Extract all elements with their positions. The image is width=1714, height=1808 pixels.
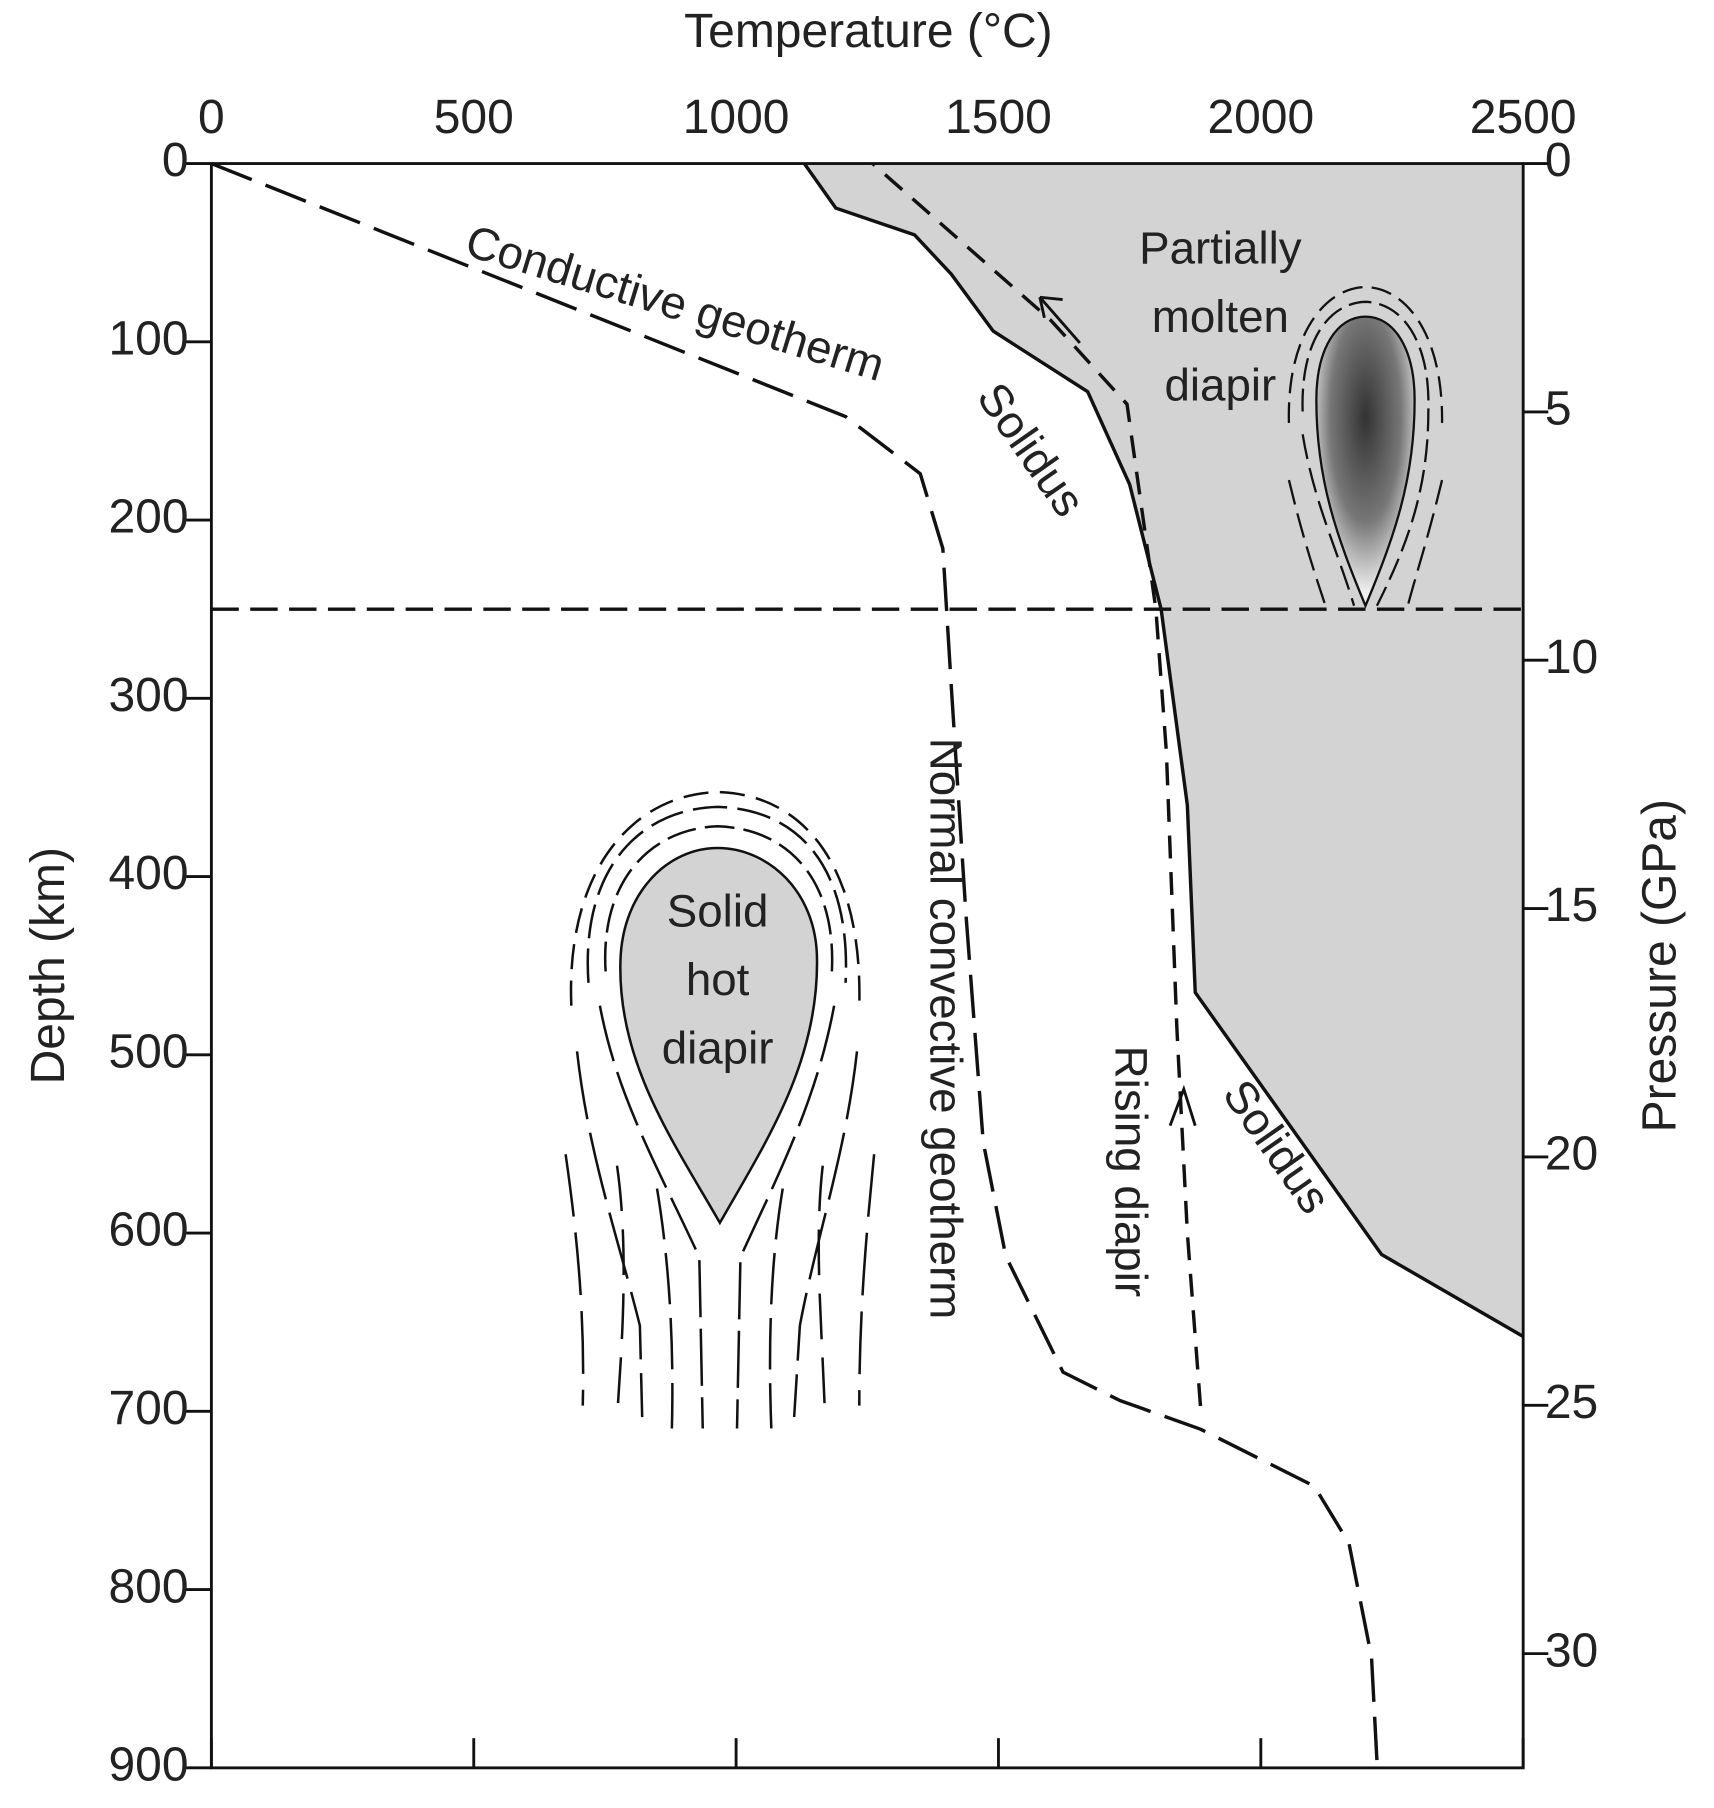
y2-tick-label: 25 bbox=[1545, 1376, 1598, 1429]
x-tick-label: 2500 bbox=[1470, 91, 1577, 144]
y2-tick-label: 10 bbox=[1545, 631, 1598, 684]
x-tick-label: 1000 bbox=[683, 91, 790, 144]
y-tick-label: 300 bbox=[108, 669, 188, 722]
annotation: Conductive geotherm bbox=[460, 215, 890, 391]
diapir-strand bbox=[817, 1165, 827, 1418]
x-tick-label: 500 bbox=[434, 91, 514, 144]
y-axis-title: Depth (km) bbox=[22, 847, 75, 1084]
annotation: Solid bbox=[667, 885, 769, 936]
diapir-strand bbox=[1406, 479, 1444, 607]
y2-tick-label: 0 bbox=[1545, 134, 1572, 187]
annotation: Rising diapir bbox=[1106, 1046, 1157, 1297]
diapir-strand bbox=[615, 1165, 625, 1418]
diapir-strand bbox=[575, 1051, 644, 1418]
y-tick-label: 0 bbox=[162, 134, 189, 187]
diapir-strand bbox=[655, 1188, 674, 1429]
plot-frame bbox=[209, 162, 1525, 1770]
diapir-strand bbox=[792, 1051, 859, 1418]
arrow-head bbox=[1038, 295, 1081, 344]
x-tick-label: 0 bbox=[198, 91, 225, 144]
diapir-halo bbox=[586, 805, 848, 983]
y-tick-label: 400 bbox=[108, 847, 188, 900]
y-tick-label: 700 bbox=[108, 1382, 188, 1435]
y-tick-label: 100 bbox=[108, 312, 188, 365]
annotation: Solidus bbox=[967, 374, 1095, 526]
annotation: diapir bbox=[1164, 360, 1276, 411]
x-tick-label: 1500 bbox=[945, 91, 1052, 144]
annotation: molten bbox=[1152, 291, 1289, 342]
x-axis-title: Temperature (°C) bbox=[684, 5, 1053, 58]
y-tick-label: 900 bbox=[108, 1739, 188, 1792]
annotation: Normal convective geotherm bbox=[921, 738, 972, 1320]
diapir-strand bbox=[564, 1154, 585, 1406]
arrows bbox=[1038, 295, 1197, 1127]
y-tick-label: 200 bbox=[108, 491, 188, 544]
arrow-head bbox=[1168, 1084, 1197, 1127]
y2-tick-label: 5 bbox=[1545, 383, 1572, 436]
annotation: hot bbox=[686, 954, 750, 1005]
molten-diapir-drawing bbox=[1287, 285, 1444, 609]
diapir-halo bbox=[569, 790, 861, 1006]
y2-tick-label: 15 bbox=[1545, 879, 1598, 932]
y2-tick-label: 20 bbox=[1545, 1128, 1598, 1181]
series-line bbox=[871, 162, 1203, 1407]
diapir-halo bbox=[603, 825, 834, 972]
diapir-body bbox=[1315, 315, 1416, 609]
y2-axis-title: Pressure (GPa) bbox=[1633, 799, 1686, 1132]
series-line bbox=[802, 162, 1525, 1338]
y-tick-label: 500 bbox=[108, 1026, 188, 1079]
series-line bbox=[210, 161, 1380, 1768]
y2-tick-label: 30 bbox=[1545, 1624, 1598, 1677]
solid-diapir-drawing bbox=[564, 790, 876, 1429]
x-tick-label: 2000 bbox=[1207, 91, 1314, 144]
annotation: diapir bbox=[662, 1022, 774, 1073]
diapir-strand bbox=[598, 1005, 704, 1429]
y-tick-label: 800 bbox=[108, 1560, 188, 1613]
diapir-strand bbox=[1287, 479, 1327, 607]
line-layer bbox=[210, 161, 1525, 1768]
diapir-halo bbox=[1287, 285, 1444, 423]
diapir-body bbox=[619, 846, 819, 1226]
diapir-strand bbox=[858, 1154, 876, 1406]
diapir-strand bbox=[735, 1005, 836, 1429]
annotation: Partially bbox=[1139, 223, 1302, 274]
diapir-strand bbox=[768, 1188, 784, 1429]
y-tick-label: 600 bbox=[108, 1204, 188, 1257]
diapir-strand bbox=[1301, 434, 1356, 607]
